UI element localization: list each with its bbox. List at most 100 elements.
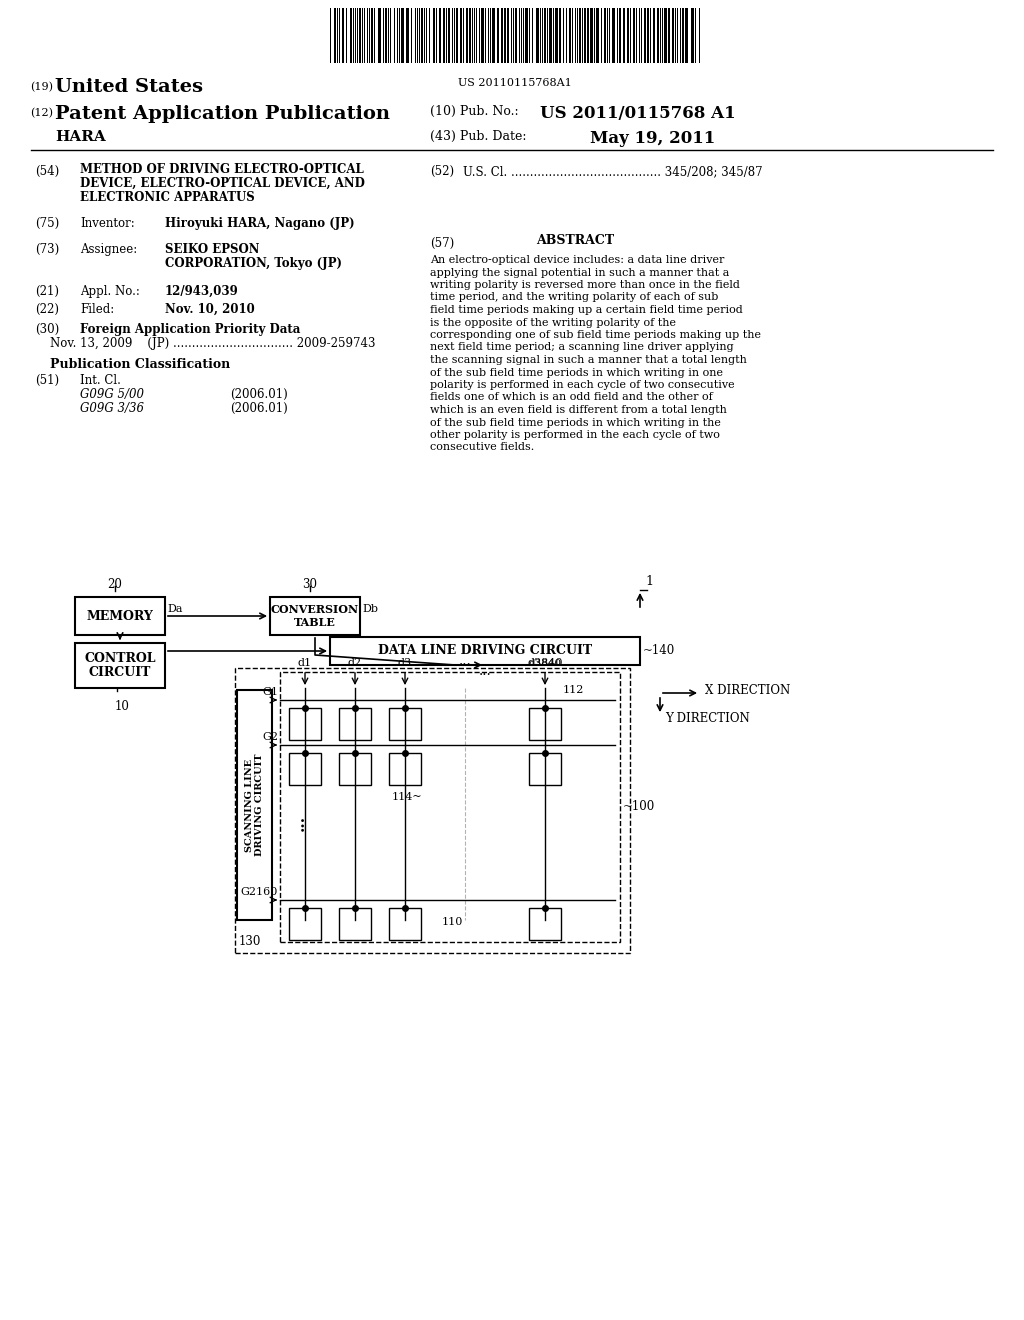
Text: (21): (21)	[35, 285, 59, 298]
Text: (57): (57)	[430, 238, 455, 249]
Text: the scanning signal in such a manner that a total length: the scanning signal in such a manner tha…	[430, 355, 746, 366]
Text: 114~: 114~	[392, 792, 423, 803]
Text: next field time period; a scanning line driver applying: next field time period; a scanning line …	[430, 342, 733, 352]
Text: 30: 30	[302, 578, 317, 591]
Text: fields one of which is an odd field and the other of: fields one of which is an odd field and …	[430, 392, 713, 403]
Text: (54): (54)	[35, 165, 59, 178]
Text: Patent Application Publication: Patent Application Publication	[55, 106, 390, 123]
Text: United States: United States	[55, 78, 203, 96]
Bar	[433, 8, 435, 63]
Bar	[691, 8, 694, 63]
Bar	[289, 752, 321, 785]
Text: Assignee:: Assignee:	[80, 243, 137, 256]
Bar	[342, 8, 344, 63]
Bar	[339, 752, 371, 785]
Bar	[501, 8, 503, 63]
Text: d2: d2	[348, 657, 362, 668]
Text: May 19, 2011: May 19, 2011	[590, 129, 715, 147]
Bar	[555, 8, 558, 63]
Bar	[644, 8, 646, 63]
Text: METHOD OF DRIVING ELECTRO-OPTICAL: METHOD OF DRIVING ELECTRO-OPTICAL	[80, 162, 364, 176]
Text: G09G 5/00: G09G 5/00	[80, 388, 144, 401]
Text: ...: ...	[478, 664, 492, 678]
Bar	[481, 8, 484, 63]
Bar	[587, 8, 589, 63]
Bar	[623, 8, 625, 63]
Text: SCANNING LINE
DRIVING CIRCUIT: SCANNING LINE DRIVING CIRCUIT	[245, 754, 264, 857]
Text: 112: 112	[563, 685, 585, 696]
Text: d3: d3	[398, 657, 412, 668]
Bar	[439, 8, 441, 63]
Bar	[289, 908, 321, 940]
Bar	[633, 8, 635, 63]
Text: G1: G1	[262, 686, 278, 697]
Bar	[668, 8, 670, 63]
Bar	[685, 8, 688, 63]
Text: Inventor:: Inventor:	[80, 216, 135, 230]
Bar	[237, 690, 272, 920]
Text: (22): (22)	[35, 304, 59, 315]
Bar	[350, 8, 352, 63]
Bar	[529, 708, 561, 741]
Bar	[653, 8, 655, 63]
Bar	[460, 8, 462, 63]
Text: d3840: d3840	[528, 659, 561, 668]
Text: (12): (12)	[30, 108, 53, 119]
Text: (30): (30)	[35, 323, 59, 337]
Bar	[579, 8, 581, 63]
Bar	[389, 752, 421, 785]
Bar	[406, 8, 409, 63]
Text: 10: 10	[115, 700, 130, 713]
Bar	[421, 8, 423, 63]
Text: CONVERSION
TABLE: CONVERSION TABLE	[271, 605, 359, 628]
Text: Da: Da	[167, 605, 182, 614]
Text: Foreign Application Priority Data: Foreign Application Priority Data	[80, 323, 300, 337]
Text: Nov. 13, 2009    (JP) ................................ 2009-259743: Nov. 13, 2009 (JP) .....................…	[50, 337, 376, 350]
Text: An electro-optical device includes: a data line driver: An electro-optical device includes: a da…	[430, 255, 724, 265]
Bar	[75, 597, 165, 635]
Bar	[544, 8, 546, 63]
Bar	[627, 8, 629, 63]
Text: is the opposite of the writing polarity of the: is the opposite of the writing polarity …	[430, 318, 676, 327]
Bar	[359, 8, 361, 63]
Text: ...: ...	[459, 653, 471, 668]
Text: writing polarity is reversed more than once in the field: writing polarity is reversed more than o…	[430, 280, 740, 290]
Text: G09G 3/36: G09G 3/36	[80, 403, 144, 414]
Text: other polarity is performed in the each cycle of two: other polarity is performed in the each …	[430, 430, 720, 440]
Bar	[657, 8, 659, 63]
Bar	[559, 8, 561, 63]
Bar	[529, 752, 561, 785]
Text: Hiroyuki HARA, Nagano (JP): Hiroyuki HARA, Nagano (JP)	[165, 216, 354, 230]
Bar	[682, 8, 684, 63]
Bar	[504, 8, 506, 63]
Text: polarity is performed in each cycle of two consecutive: polarity is performed in each cycle of t…	[430, 380, 734, 389]
Bar	[536, 8, 539, 63]
Text: ...: ...	[293, 814, 307, 830]
Text: MEMORY: MEMORY	[87, 610, 154, 623]
Bar	[604, 8, 606, 63]
Bar	[497, 8, 499, 63]
Text: 1: 1	[645, 576, 653, 587]
Text: time period, and the writing polarity of each of sub: time period, and the writing polarity of…	[430, 293, 719, 302]
Text: ~140: ~140	[643, 644, 675, 657]
Text: (2006.01): (2006.01)	[230, 403, 288, 414]
Text: Appl. No.:: Appl. No.:	[80, 285, 140, 298]
Bar	[584, 8, 586, 63]
Text: d1: d1	[298, 657, 312, 668]
Text: CORPORATION, Tokyo (JP): CORPORATION, Tokyo (JP)	[165, 257, 342, 271]
Text: HARA: HARA	[55, 129, 105, 144]
Text: (19): (19)	[30, 82, 53, 92]
Text: 20: 20	[108, 578, 123, 591]
Bar	[385, 8, 387, 63]
Text: 110: 110	[442, 917, 464, 927]
Text: of the sub field time periods in which writing in one: of the sub field time periods in which w…	[430, 367, 723, 378]
Bar	[549, 8, 552, 63]
Text: Nov. 10, 2010: Nov. 10, 2010	[165, 304, 255, 315]
Bar	[389, 708, 421, 741]
Text: 12/943,039: 12/943,039	[165, 285, 239, 298]
Text: Publication Classification: Publication Classification	[50, 358, 230, 371]
Text: Y DIRECTION: Y DIRECTION	[665, 711, 750, 725]
Bar	[339, 708, 371, 741]
Text: field time periods making up a certain field time period: field time periods making up a certain f…	[430, 305, 742, 315]
Bar	[529, 908, 561, 940]
